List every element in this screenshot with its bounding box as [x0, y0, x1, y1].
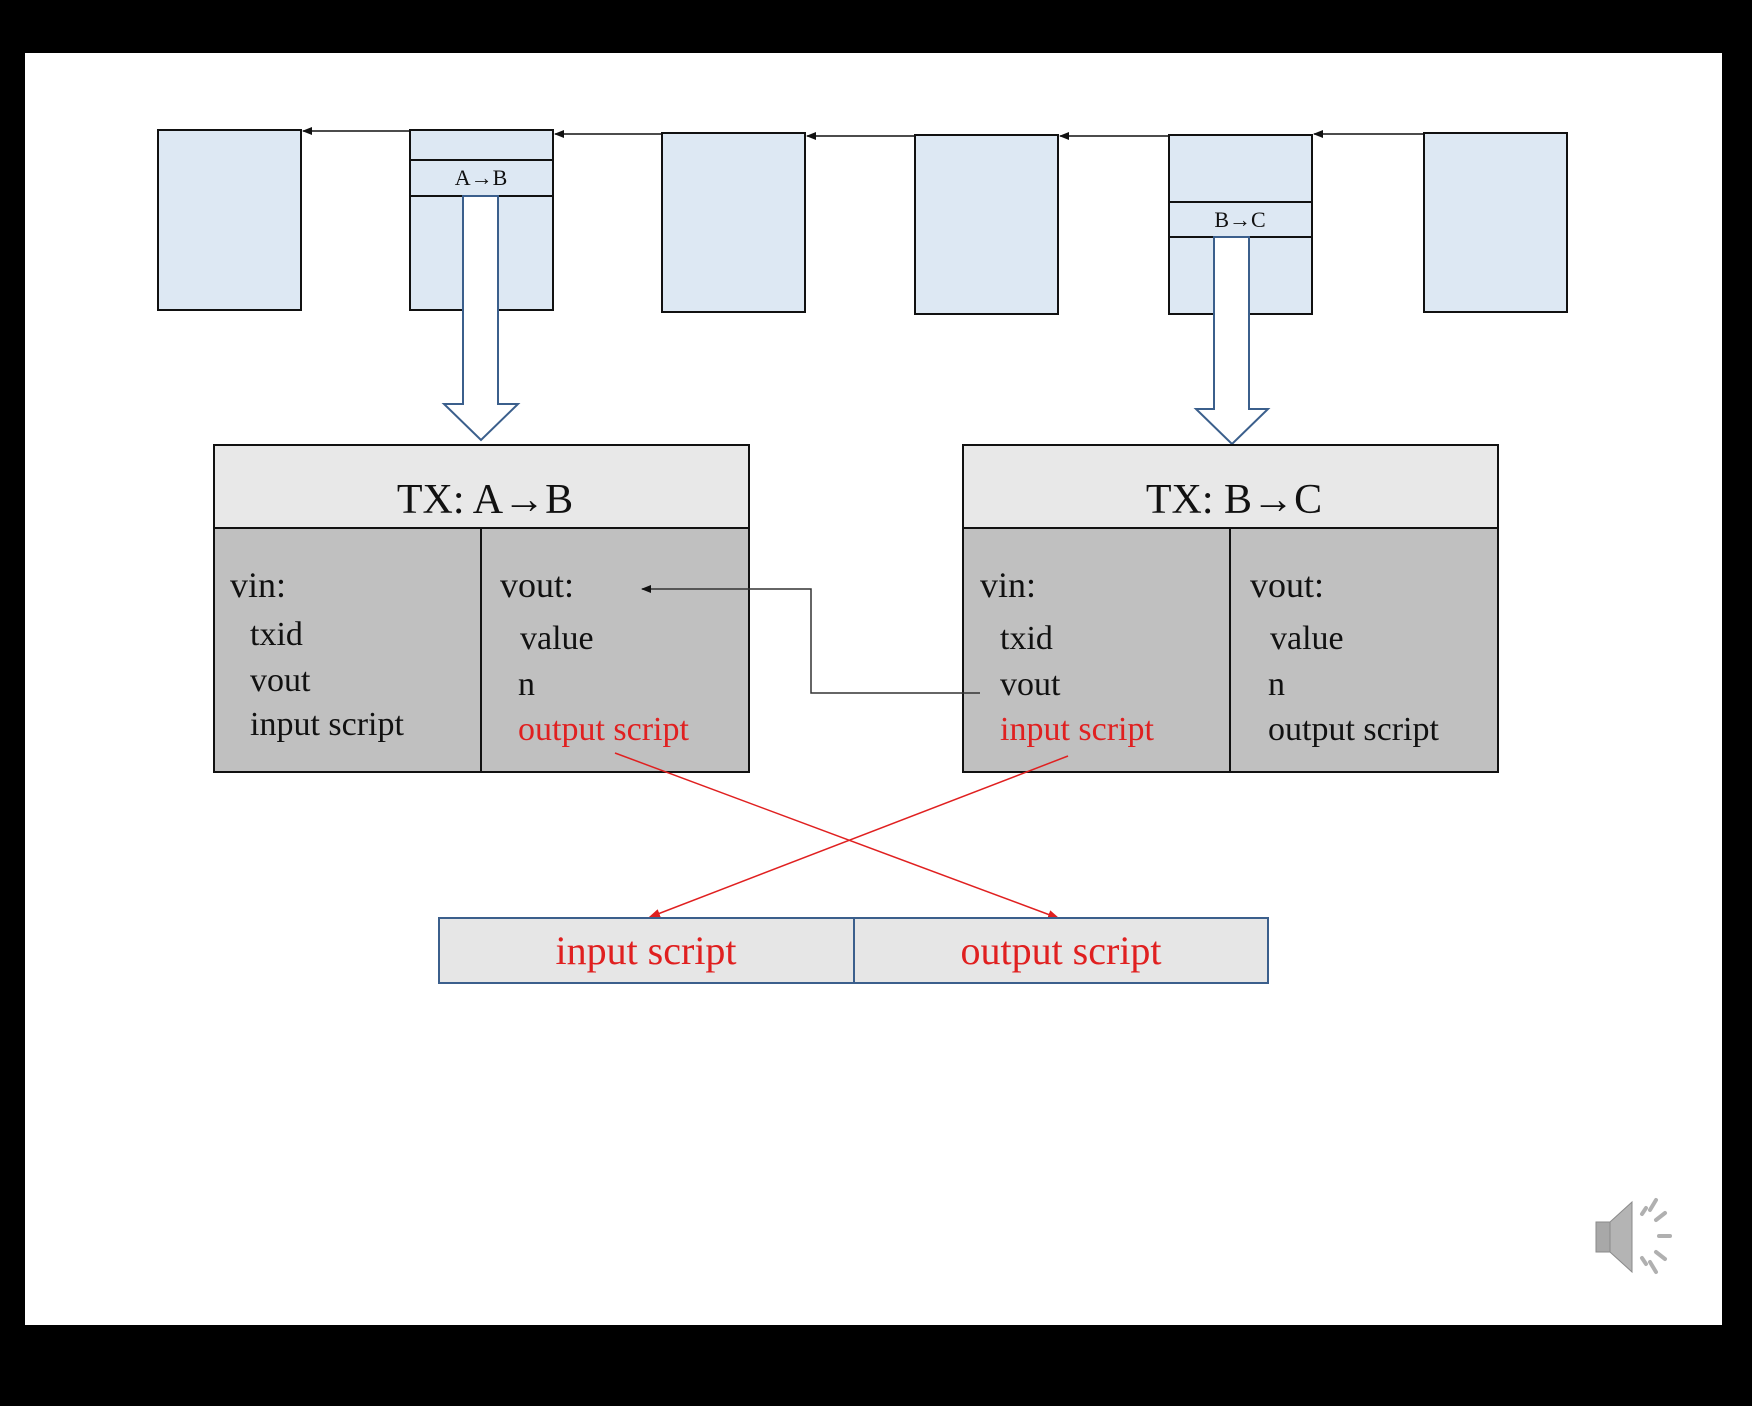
tx-ab-vin-heading: vin:	[230, 565, 286, 605]
combined-input-script-label: input script	[555, 928, 736, 973]
tx-ab-box: TX: A→B vin: txid vout input script vout…	[213, 444, 750, 773]
tx-bc-vout-heading: vout:	[1250, 565, 1324, 605]
combined-output-script-label: output script	[960, 928, 1161, 973]
tx-ab-title: TX: A→B	[397, 477, 573, 523]
block-1	[157, 129, 302, 311]
combined-script-box: input script output script	[438, 917, 1269, 984]
tx-bc-vin-heading: vin:	[980, 565, 1036, 605]
block-6	[1423, 132, 1568, 313]
tx-ab-vin-panel	[213, 527, 482, 773]
tx-bc-vout-value: value	[1270, 620, 1344, 657]
tx-bc-header	[962, 444, 1499, 529]
tx-bc-vin-txid: txid	[1000, 620, 1053, 657]
tx-bc-vout-panel	[1229, 527, 1499, 773]
tx-bc-vin-panel	[962, 527, 1231, 773]
tx-ab-vin-vout: vout	[250, 662, 311, 699]
output-script-to-combined-arrow	[614, 752, 1060, 919]
tx-ab-vout-heading: vout:	[500, 565, 574, 605]
expand-arrow-tx-bc	[1193, 236, 1271, 446]
vout-reference-arrow	[641, 585, 980, 694]
speaker-volume-icon[interactable]	[1595, 1198, 1672, 1274]
blockchain-row: A→B B→C	[157, 127, 1568, 315]
input-script-to-combined-arrow	[648, 755, 1069, 918]
block-4	[914, 134, 1059, 315]
expand-arrow-tx-ab	[441, 195, 521, 442]
tx-ab-vin-txid: txid	[250, 616, 303, 653]
block-tx-ab-cell[interactable]	[409, 159, 554, 197]
block-tx-bc-label: B→C	[1214, 207, 1265, 232]
tx-ab-vout-n: n	[518, 666, 535, 703]
tx-ab-vout-panel	[480, 527, 750, 773]
tx-bc-vin-vout: vout	[1000, 666, 1061, 703]
tx-ab-vin-input-script: input script	[250, 706, 404, 743]
tx-ab-vout-output-script: output script	[518, 711, 689, 748]
tx-ab-vout-value: value	[520, 620, 594, 657]
tx-bc-vout-output-script: output script	[1268, 711, 1439, 748]
tx-bc-title: TX: B→C	[1146, 477, 1322, 523]
block-tx-ab-label: A→B	[455, 165, 508, 190]
tx-bc-vout-n: n	[1268, 666, 1285, 703]
combined-input-script-cell	[438, 917, 855, 984]
tx-bc-vin-input-script: input script	[1000, 711, 1154, 748]
combined-output-script-cell	[853, 917, 1269, 984]
block-3	[661, 132, 806, 313]
tx-bc-box: TX: B→C vin: txid vout input script vout…	[962, 444, 1499, 773]
